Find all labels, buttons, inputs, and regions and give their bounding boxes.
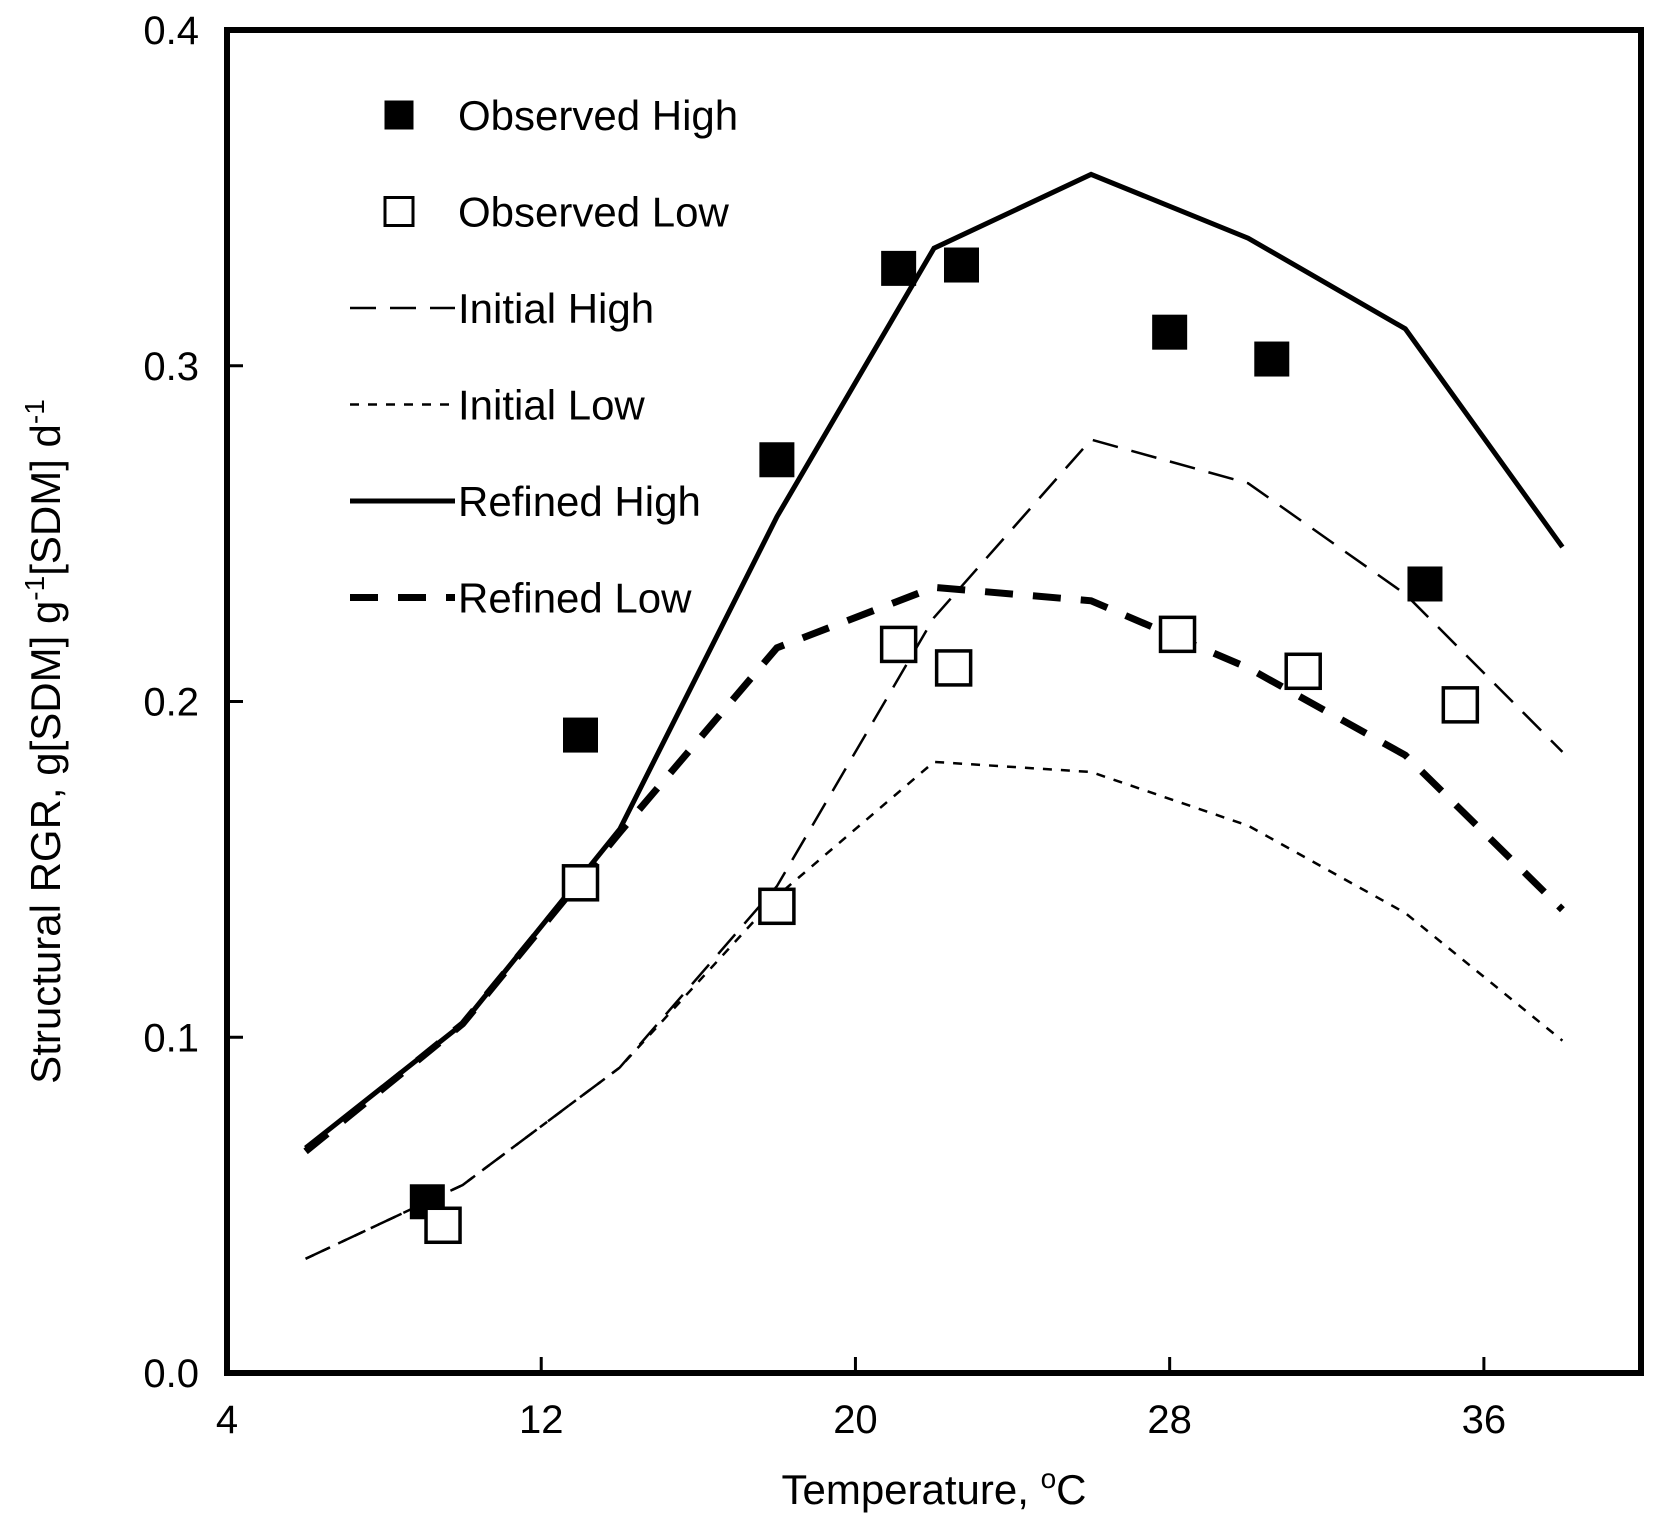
observed-high-point <box>1407 566 1443 602</box>
legend-item-refined-low: Refined Low <box>350 575 692 622</box>
legend-label: Initial High <box>458 285 654 332</box>
observed-high-point <box>1152 314 1188 350</box>
observed-low-point <box>561 864 600 902</box>
series-refined-high <box>304 171 1565 1150</box>
series-layer <box>303 171 1565 1260</box>
legend-item-refined-high: Refined High <box>350 478 701 525</box>
legend-swatch-observed-low <box>383 196 415 227</box>
y-tick-label: 0.2 <box>143 681 199 725</box>
plot-frame <box>224 27 1644 1376</box>
refined-low-vertex <box>934 587 935 588</box>
initial-low-line <box>305 760 1564 1260</box>
legend-item-initial-high: Initial High <box>350 285 654 332</box>
legend-label: Refined High <box>458 478 701 525</box>
x-tick-label: 20 <box>833 1398 878 1442</box>
axes-layer: 0.0 0.1 0.2 0.3 0.4 4 12 20 28 36 Temperature, oC S… <box>19 9 1506 1513</box>
y-axis-title-superscript: -1 <box>19 576 50 601</box>
refined-high-line <box>304 171 1565 1150</box>
y-tick-label: 0.4 <box>143 9 199 53</box>
refined-low-line <box>303 583 1565 1155</box>
x-axis-title: Temperature, oC <box>781 1463 1086 1513</box>
y-axis-title-text: Structural RGR, g[SDM] g <box>22 601 69 1084</box>
observed-low-point <box>758 887 796 926</box>
observed-low-point <box>1158 615 1197 654</box>
initial-high-line <box>305 438 1564 1260</box>
observed-high-point <box>943 247 979 283</box>
observed-high-point <box>881 250 917 286</box>
x-axis-title-text: Temperature, <box>781 1466 1040 1513</box>
refined-low-vertex <box>1248 667 1249 668</box>
observed-low-point <box>1441 686 1480 724</box>
legend-item-observed-high: Observed High <box>384 92 738 139</box>
series-initial-low <box>305 760 1564 1260</box>
legend: Observed High Observed Low Initial High Ini… <box>350 92 738 622</box>
x-tick-label: 12 <box>519 1398 564 1442</box>
legend-swatch-observed-high <box>384 100 414 130</box>
y-axis-title-superscript: -1 <box>19 399 50 424</box>
observed-high-point <box>563 717 598 753</box>
x-tick-label: 28 <box>1147 1398 1192 1442</box>
initial-low-vertex <box>934 761 935 762</box>
initial-low-vertex <box>1248 825 1249 826</box>
initial-low-vertex <box>1091 772 1092 773</box>
series-initial-high <box>305 438 1564 1260</box>
legend-item-initial-low: Initial Low <box>350 382 645 429</box>
x-tick-label: 36 <box>1462 1398 1507 1442</box>
legend-item-observed-low: Observed Low <box>383 189 729 236</box>
observed-low-point <box>424 1206 462 1245</box>
observed-high-point <box>1254 341 1290 377</box>
y-tick-label: 0.3 <box>143 345 199 389</box>
initial-low-vertex <box>1405 913 1406 914</box>
series-observed-high <box>409 247 1443 1220</box>
x-tick-label: 4 <box>216 1398 238 1442</box>
observed-low-point <box>879 625 918 664</box>
observed-high-point <box>759 442 795 478</box>
y-tick-label: 0.0 <box>143 1352 199 1396</box>
observed-low-point <box>934 649 973 687</box>
series-observed-low <box>424 615 1480 1245</box>
y-axis-title-text: [SDM] d <box>22 424 69 576</box>
legend-label: Refined Low <box>458 575 692 622</box>
x-axis-title-superscript: o <box>1041 1463 1057 1494</box>
y-axis-title: Structural RGR, g[SDM] g-1[SDM] d-1 <box>19 399 69 1084</box>
observed-low-point <box>1284 652 1322 691</box>
x-axis-title-unit: C <box>1056 1466 1086 1513</box>
y-tick-label: 0.1 <box>143 1016 199 1060</box>
series-refined-low <box>303 583 1565 1155</box>
initial-high-vertex <box>1091 439 1092 440</box>
initial-high-vertex <box>1405 594 1406 595</box>
legend-label: Observed High <box>458 92 738 139</box>
legend-label: Initial Low <box>458 382 645 429</box>
legend-label: Observed Low <box>458 189 729 236</box>
